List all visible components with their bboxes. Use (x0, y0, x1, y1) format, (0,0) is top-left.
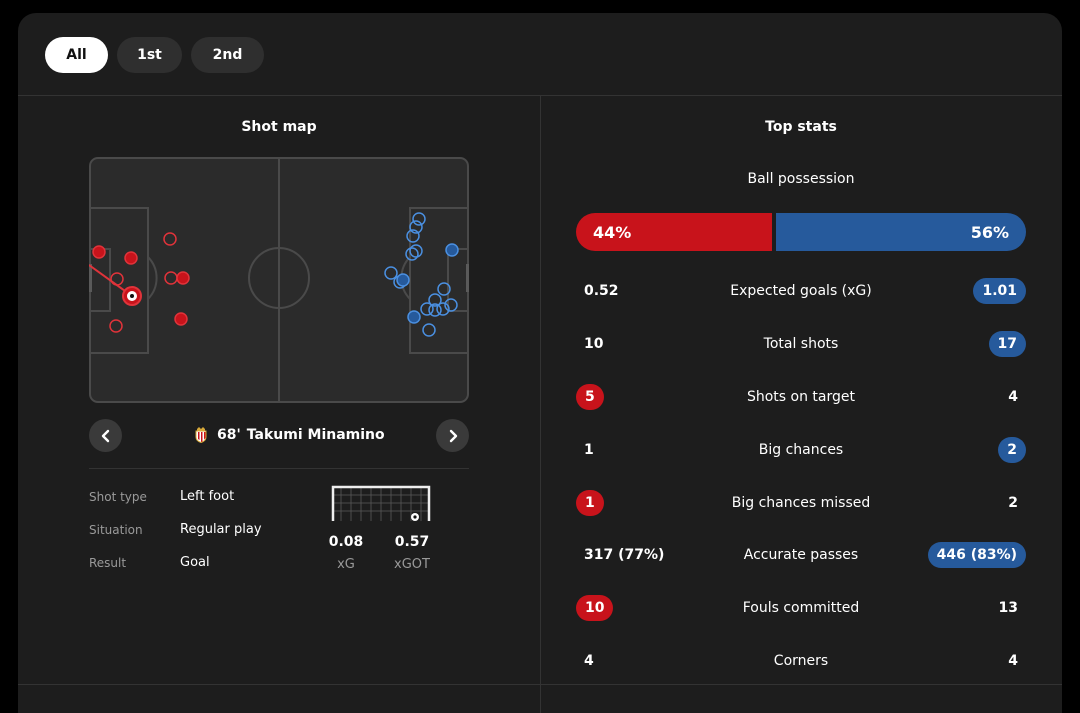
situation-value: Regular play (180, 522, 262, 537)
top-stats-title: Top stats (765, 119, 837, 135)
stat-row: Fouls committed 10 13 (576, 594, 1026, 622)
stat-row: Expected goals (xG) 0.52 1.01 (576, 277, 1026, 305)
monaco-crest-icon (195, 427, 207, 443)
stat-name: Corners (773, 653, 829, 669)
shot-marker[interactable] (428, 303, 442, 317)
shot-marker[interactable] (109, 319, 123, 333)
stat-home-value: 10 (576, 595, 614, 621)
stat-name: Expected goals (xG) (730, 283, 872, 299)
away-shots (384, 212, 459, 337)
match-stats-card: All 1st 2nd Shot map (18, 13, 1062, 713)
tab-1st[interactable]: 1st (117, 37, 182, 73)
shot-marker[interactable] (422, 323, 436, 337)
shot-marker[interactable] (92, 245, 106, 259)
stat-row: Big chances missed 1 2 (576, 489, 1026, 517)
shot-marker[interactable] (163, 232, 177, 246)
shot-marker[interactable] (436, 302, 450, 316)
stat-home-value: 0.52 (584, 283, 619, 299)
xg-value: 0.08 (328, 534, 364, 550)
shot-marker[interactable] (396, 273, 410, 287)
shot-marker[interactable] (445, 243, 459, 257)
shot-marker[interactable] (409, 244, 423, 258)
stat-away-value: 13 (998, 600, 1018, 616)
possession-label: Ball possession (747, 171, 855, 187)
stat-row: Total shots 10 17 (576, 330, 1026, 358)
shot-marker[interactable] (405, 247, 419, 261)
stat-row: Big chances 1 2 (576, 436, 1026, 464)
stat-name: Big chances missed (731, 495, 871, 511)
selected-goal-shot-icon[interactable] (122, 286, 142, 306)
possession-home-value: 44% (593, 222, 632, 242)
shot-player-name: Takumi Minamino (246, 426, 385, 443)
shot-marker[interactable] (412, 212, 426, 226)
stat-away-value: 2 (998, 437, 1026, 463)
possession-away-bar: 56% (776, 213, 1026, 251)
stat-row: Corners 4 4 (576, 647, 1026, 675)
stat-away-value: 17 (988, 331, 1026, 357)
shot-type-label: Shot type (89, 490, 147, 504)
tab-all[interactable]: All (45, 37, 108, 73)
stat-name: Total shots (763, 336, 839, 352)
stat-name: Big chances (758, 442, 844, 458)
possession-away-value: 56% (970, 222, 1009, 242)
next-shot-button[interactable] (436, 419, 469, 452)
stat-away-value: 4 (1008, 389, 1018, 405)
shot-marker[interactable] (174, 312, 188, 326)
divider (540, 96, 541, 713)
shot-marker[interactable] (176, 271, 190, 285)
divider (18, 684, 1062, 685)
prev-shot-button[interactable] (89, 419, 122, 452)
result-label: Result (89, 556, 127, 570)
tab-2nd[interactable]: 2nd (191, 37, 264, 73)
xgot-value: 0.57 (394, 534, 430, 550)
situation-label: Situation (89, 523, 143, 537)
shot-marker[interactable] (409, 220, 423, 234)
chevron-left-icon (101, 429, 109, 442)
stat-home-value: 10 (584, 336, 604, 352)
stat-name: Shots on target (746, 389, 855, 405)
shot-marker[interactable] (437, 282, 451, 296)
stat-row: Accurate passes 317 (77%) 446 (83%) (576, 541, 1026, 569)
possession-home-bar: 44% (576, 213, 772, 251)
shot-minute: 68' (217, 426, 241, 443)
period-tabs: All 1st 2nd (45, 37, 264, 73)
chevron-right-icon (449, 429, 457, 442)
goal-frame-icon (331, 485, 431, 521)
home-shots (89, 232, 190, 333)
shot-marker[interactable] (124, 251, 138, 265)
stat-home-value: 1 (584, 442, 594, 458)
result-value: Goal (180, 555, 210, 570)
stat-name: Accurate passes (743, 547, 859, 563)
stat-home-value: 4 (584, 653, 594, 669)
xg-label: xG (337, 557, 355, 572)
xgot-label: xGOT (394, 557, 430, 572)
divider (18, 95, 1062, 96)
stat-away-value: 1.01 (973, 278, 1026, 304)
stat-home-value: 1 (576, 490, 604, 516)
stat-home-value: 5 (576, 384, 604, 410)
stat-away-value: 2 (1008, 495, 1018, 511)
shot-map-pitch (89, 157, 469, 403)
stat-away-value: 4 (1008, 653, 1018, 669)
shot-marker[interactable] (428, 293, 442, 307)
shot-marker[interactable] (406, 229, 420, 243)
stat-home-value: 317 (77%) (584, 547, 665, 563)
stat-row: Shots on target 5 4 (576, 383, 1026, 411)
shot-marker[interactable] (384, 266, 398, 280)
shot-map-title: Shot map (241, 119, 317, 135)
stat-away-value: 446 (83%) (927, 542, 1026, 568)
selected-shot-header: 68' Takumi Minamino (194, 426, 385, 443)
stat-name: Fouls committed (742, 600, 860, 616)
shot-marker[interactable] (420, 302, 434, 316)
shot-type-value: Left foot (180, 489, 235, 504)
divider (89, 468, 469, 469)
shot-marker[interactable] (444, 298, 458, 312)
shot-marker[interactable] (407, 310, 421, 324)
